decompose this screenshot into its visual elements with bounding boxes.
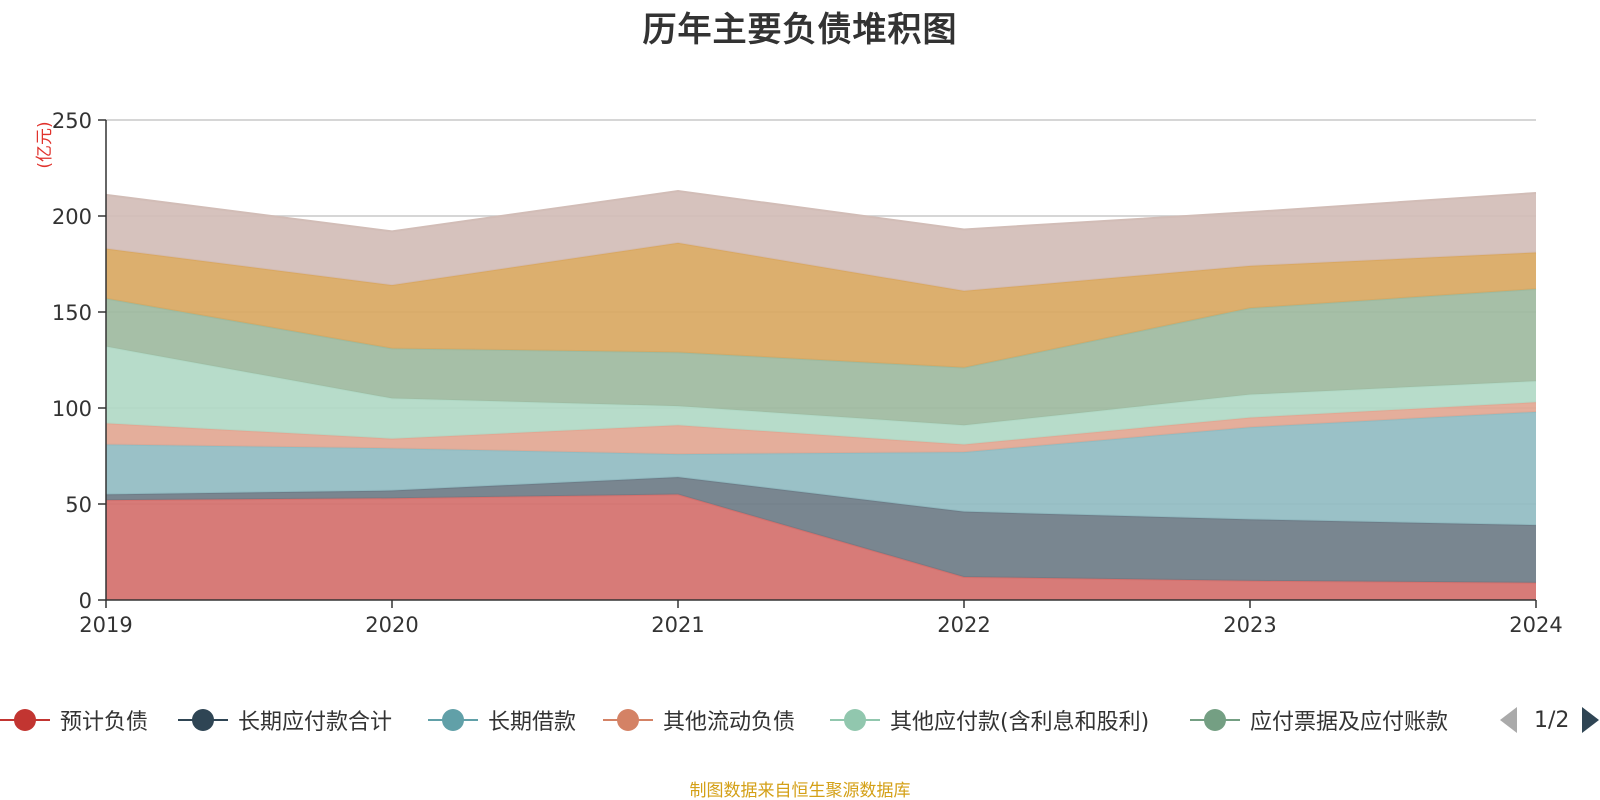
x-tick-label: 2019 xyxy=(79,613,132,637)
area-series-8 xyxy=(106,191,1536,291)
data-source-note: 制图数据来自恒生聚源数据库 xyxy=(689,781,911,800)
legend-label: 长期应付款合计 xyxy=(238,710,393,735)
legend-item-5[interactable]: 其他应付款(含利息和股利) xyxy=(830,700,1149,740)
area-series-5 xyxy=(106,346,1536,445)
legend-label: 其他应付款(含利息和股利) xyxy=(890,710,1150,735)
legend-page-indicator: 1/2 xyxy=(1534,707,1570,733)
x-tick-label: 2020 xyxy=(365,613,418,637)
legend-marker-icon xyxy=(178,700,228,740)
y-axis-unit-label: (亿元) xyxy=(35,121,55,168)
x-tick-label: 2022 xyxy=(937,613,990,637)
legend-next-page-icon[interactable] xyxy=(1582,707,1600,733)
y-tick-label: 150 xyxy=(52,301,92,325)
area-series-1 xyxy=(106,494,1536,600)
area-series-3 xyxy=(106,411,1536,526)
y-tick-label: 250 xyxy=(52,109,92,133)
y-tick-label: 0 xyxy=(79,589,92,613)
y-tick-label: 200 xyxy=(52,205,92,229)
area-series-4 xyxy=(106,402,1536,455)
x-tick-label: 2023 xyxy=(1223,613,1276,637)
legend-label: 其他流动负债 xyxy=(663,710,796,735)
legend-item-2[interactable]: 长期应付款合计 xyxy=(178,700,392,740)
legend-label: 长期借款 xyxy=(488,710,577,735)
series-line-8 xyxy=(105,190,1537,233)
chart-legend: 预计负债 长期应付款合计 长期借款 其他流动负债 其他应付款(含利息和股利) 应付票据及应… xyxy=(0,700,1600,740)
legend-label: 应付票据及应付账款 xyxy=(1250,710,1449,735)
area-series-6 xyxy=(106,288,1536,426)
legend-item-1[interactable]: 预计负债 xyxy=(0,700,148,740)
legend-marker-icon xyxy=(428,700,478,740)
legend-label: 预计负债 xyxy=(60,710,149,735)
y-tick-label: 50 xyxy=(65,493,92,517)
y-tick-label: 100 xyxy=(52,397,92,421)
x-tick-label: 2021 xyxy=(651,613,704,637)
x-tick-label: 2024 xyxy=(1509,613,1562,637)
legend-item-3[interactable]: 长期借款 xyxy=(428,700,576,740)
legend-marker-icon xyxy=(1190,700,1240,740)
legend-pager: 1/2 xyxy=(1500,700,1600,740)
legend-marker-icon xyxy=(0,700,50,740)
legend-marker-icon xyxy=(603,700,653,740)
area-series-2 xyxy=(106,477,1536,583)
legend-item-4[interactable]: 其他流动负债 xyxy=(603,700,795,740)
area-series-7 xyxy=(106,242,1536,368)
legend-prev-page-icon[interactable] xyxy=(1500,707,1517,733)
legend-marker-icon xyxy=(830,700,880,740)
legend-item-6[interactable]: 应付票据及应付账款 xyxy=(1190,700,1448,740)
chart-title: 历年主要负债堆积图 xyxy=(642,10,958,50)
